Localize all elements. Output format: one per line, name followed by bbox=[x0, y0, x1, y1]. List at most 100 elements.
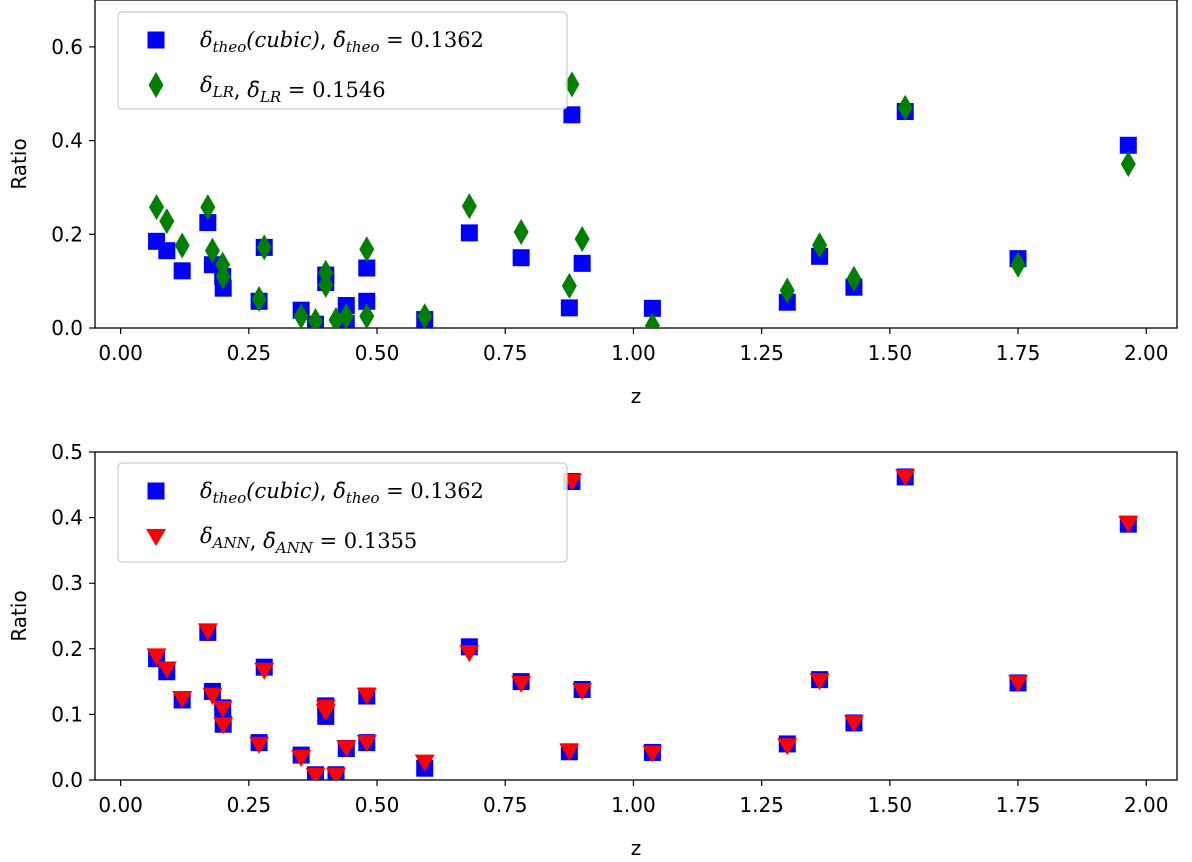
data-point bbox=[359, 236, 375, 263]
data-point bbox=[172, 691, 193, 708]
data-point bbox=[158, 242, 176, 260]
x-tick-label: 0.75 bbox=[483, 341, 528, 365]
data-point bbox=[328, 307, 344, 328]
data-point bbox=[895, 469, 916, 487]
data-point bbox=[356, 687, 377, 705]
x-tick-label: 0.25 bbox=[227, 341, 272, 365]
x-tick-label: 0.50 bbox=[355, 341, 400, 365]
data-point bbox=[573, 254, 591, 272]
data-point bbox=[199, 214, 217, 232]
data-point bbox=[215, 263, 231, 290]
legend-label: δLR, δ̄LR = 0.1546 bbox=[200, 73, 386, 106]
x-tick-label: 2.00 bbox=[1124, 793, 1169, 817]
data-point bbox=[1010, 251, 1026, 278]
data-point bbox=[846, 265, 862, 292]
data-point bbox=[146, 648, 167, 666]
x-tick-label: 1.00 bbox=[611, 793, 656, 817]
data-point bbox=[256, 234, 272, 261]
data-point bbox=[461, 193, 477, 220]
data-point bbox=[156, 661, 177, 679]
data-point bbox=[356, 734, 377, 752]
x-tick-label: 0.00 bbox=[98, 793, 143, 817]
x-tick-label: 1.25 bbox=[739, 793, 784, 817]
data-point bbox=[574, 225, 590, 252]
y-tick-label: 0.0 bbox=[51, 316, 83, 340]
x-tick-label: 1.75 bbox=[996, 341, 1041, 365]
data-point bbox=[1008, 675, 1029, 693]
data-point bbox=[812, 232, 828, 259]
data-point bbox=[308, 307, 324, 328]
chart-panel-2: 0.00 0.25 0.50 0.75 1.00 1.25 1.50 1.75 2.00 0.0 0… bbox=[7, 440, 1178, 860]
data-point bbox=[644, 312, 660, 328]
data-point bbox=[338, 303, 354, 328]
data-point bbox=[173, 262, 191, 280]
data-point bbox=[1118, 515, 1139, 533]
data-point bbox=[305, 767, 326, 780]
plot-frame bbox=[94, 451, 1178, 781]
x-tick-label: 0.25 bbox=[227, 793, 272, 817]
data-point bbox=[254, 662, 275, 680]
data-point bbox=[293, 303, 309, 328]
legend-label: δANN, δ̄ANN = 0.1355 bbox=[200, 524, 417, 557]
data-point bbox=[512, 249, 530, 267]
x-tick-label: 0.00 bbox=[98, 341, 143, 365]
y-tick-label: 0.4 bbox=[51, 506, 83, 530]
data-point bbox=[1120, 151, 1136, 177]
x-tick-label: 1.50 bbox=[868, 341, 913, 365]
data-point bbox=[213, 717, 234, 735]
data-point bbox=[843, 715, 864, 733]
x-tick-label: 0.50 bbox=[355, 793, 400, 817]
data-point bbox=[572, 683, 593, 701]
data-point bbox=[249, 736, 270, 754]
y-tick-label: 0.2 bbox=[51, 222, 83, 246]
data-point bbox=[200, 194, 216, 221]
x-tick-label: 1.75 bbox=[996, 793, 1041, 817]
data-point bbox=[561, 272, 577, 299]
legend-box bbox=[117, 11, 568, 110]
data-point bbox=[318, 271, 334, 298]
data-point bbox=[459, 645, 480, 663]
y-tick-label: 0.1 bbox=[51, 702, 83, 726]
y-tick-label: 0.2 bbox=[51, 637, 83, 661]
data-point bbox=[559, 743, 580, 761]
legend-box bbox=[117, 462, 568, 563]
data-point bbox=[560, 299, 578, 317]
data-point bbox=[251, 285, 267, 312]
data-point bbox=[643, 299, 661, 317]
y-tick-label: 0.6 bbox=[51, 35, 83, 59]
y-tick-label: 0.5 bbox=[51, 440, 83, 464]
x-tick-label: 2.00 bbox=[1124, 341, 1169, 365]
y-axis-label: Ratio bbox=[7, 138, 31, 189]
x-tick-label: 0.75 bbox=[483, 793, 528, 817]
data-point bbox=[174, 232, 190, 259]
legend-label: δtheo(cubic), δ̄theo = 0.1362 bbox=[200, 479, 484, 507]
legend: δtheo(cubic), δ̄theo = 0.1362 δLR, δ̄LR =… bbox=[117, 11, 568, 110]
data-point bbox=[809, 673, 830, 691]
data-point bbox=[359, 303, 375, 328]
data-point bbox=[777, 738, 798, 756]
data-point bbox=[204, 237, 220, 264]
data-point bbox=[159, 208, 175, 235]
data-point bbox=[417, 303, 433, 328]
data-point bbox=[460, 224, 478, 242]
data-point bbox=[149, 194, 165, 221]
x-tick-label: 1.00 bbox=[611, 341, 656, 365]
data-points bbox=[148, 71, 1137, 328]
legend-label: δtheo(cubic), δ̄theo = 0.1362 bbox=[200, 28, 484, 56]
data-point bbox=[202, 687, 223, 705]
data-point bbox=[1119, 136, 1137, 154]
chart-panel-1: 0.00 0.25 0.50 0.75 1.00 1.25 1.50 1.75 2.00 0.0 0… bbox=[7, 0, 1178, 408]
data-point bbox=[414, 754, 435, 772]
data-point bbox=[197, 623, 218, 641]
data-point bbox=[897, 94, 913, 121]
data-point bbox=[779, 277, 795, 304]
y-axis-label: Ratio bbox=[7, 590, 31, 641]
data-point bbox=[564, 71, 580, 98]
data-point bbox=[326, 767, 347, 780]
legend: δtheo(cubic), δ̄theo = 0.1362 δANN, δ̄ANN… bbox=[117, 462, 568, 563]
y-tick-label: 0.3 bbox=[51, 571, 83, 595]
y-tick-label: 0.0 bbox=[51, 768, 83, 792]
data-point bbox=[315, 699, 336, 717]
plot-frame bbox=[94, 0, 1178, 329]
